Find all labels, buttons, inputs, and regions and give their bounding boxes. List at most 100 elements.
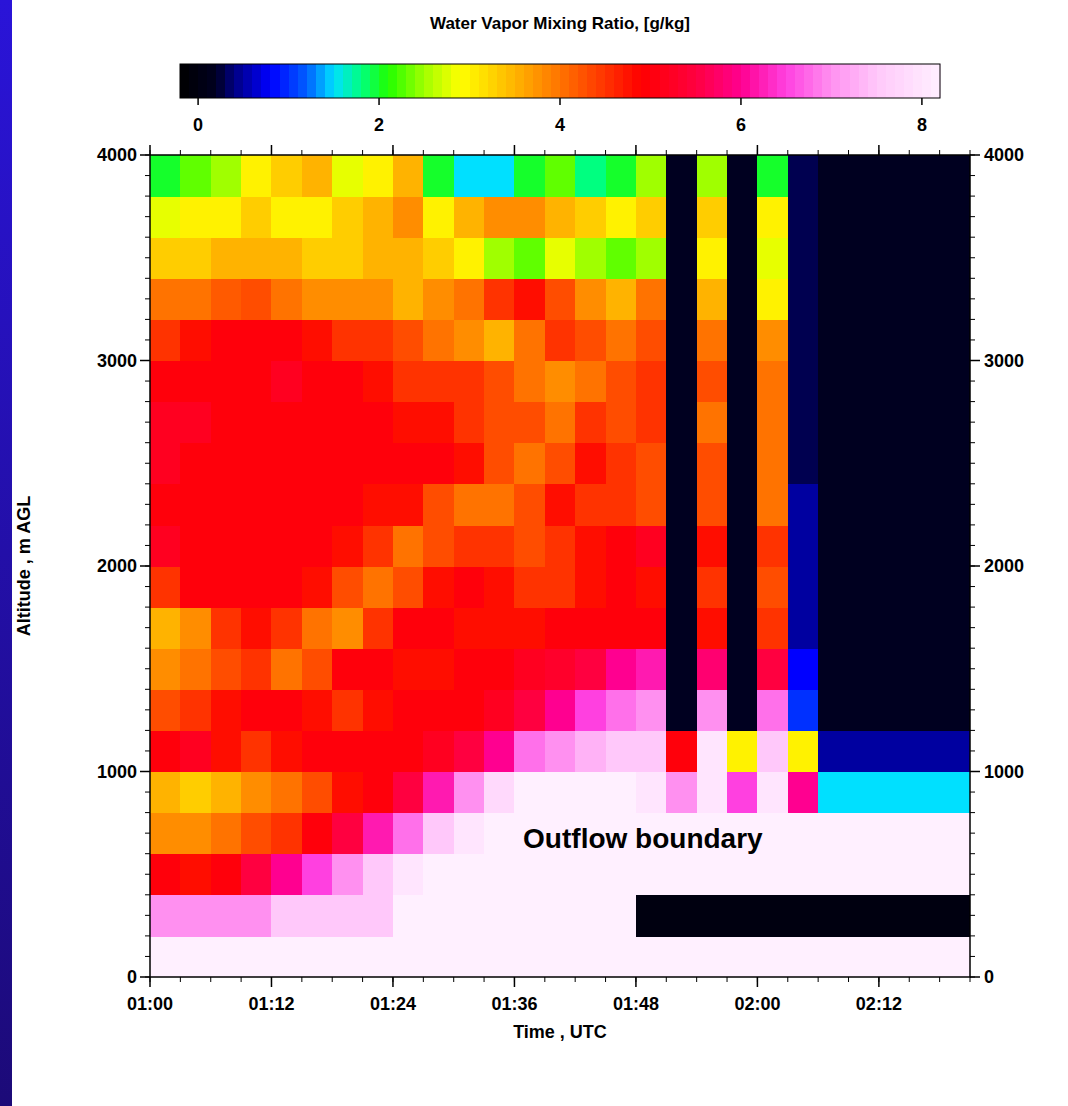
y-minor-tick-right (970, 750, 975, 751)
cell (849, 196, 880, 238)
cell (211, 278, 242, 320)
cell (636, 278, 667, 320)
cell (545, 566, 576, 608)
colorbar-swatch (840, 64, 850, 98)
y-minor-tick-right (970, 155, 975, 156)
cell (940, 813, 970, 855)
cell (727, 484, 758, 526)
cell (909, 319, 940, 361)
y-minor-tick (145, 792, 150, 793)
cell (818, 484, 849, 526)
cell (211, 196, 242, 238)
cell (241, 319, 272, 361)
cell (788, 443, 819, 485)
cell (363, 484, 394, 526)
cell (180, 196, 211, 238)
x-tick (392, 977, 394, 987)
cell (757, 361, 788, 403)
x-minor-tick (241, 977, 242, 982)
cell (514, 730, 545, 772)
cell (393, 278, 424, 320)
cell (849, 484, 880, 526)
cell (545, 361, 576, 403)
cell (909, 566, 940, 608)
cell (636, 525, 667, 567)
cell (940, 607, 970, 649)
cell (363, 730, 394, 772)
cell (211, 730, 242, 772)
cell (909, 689, 940, 731)
y-minor-tick (145, 442, 150, 443)
cell (302, 566, 333, 608)
cell (484, 319, 515, 361)
y-tick-label: 2000 (97, 556, 137, 576)
cell (575, 525, 606, 567)
cell (545, 443, 576, 485)
cell (606, 854, 637, 896)
y-minor-tick (145, 668, 150, 669)
cell (575, 278, 606, 320)
cell (423, 155, 454, 197)
colorbar-tick (559, 98, 561, 105)
x-minor-tick (757, 977, 758, 982)
x-minor-tick-top (484, 150, 485, 155)
cell (393, 730, 424, 772)
cell (606, 772, 637, 814)
cell (818, 566, 849, 608)
cell (302, 689, 333, 731)
cell (727, 895, 758, 937)
cell (818, 730, 849, 772)
cell (606, 278, 637, 320)
cell (879, 278, 910, 320)
cell (879, 196, 910, 238)
y-minor-tick (145, 381, 150, 382)
cell (545, 689, 576, 731)
cell (727, 443, 758, 485)
cell (241, 895, 272, 937)
cell (302, 361, 333, 403)
colorbar-swatch (334, 64, 344, 98)
colorbar-swatch (732, 64, 742, 98)
cell (727, 566, 758, 608)
colorbar-swatch (623, 64, 633, 98)
cell (423, 196, 454, 238)
cell (909, 278, 940, 320)
cell (727, 730, 758, 772)
colorbar-swatch (497, 64, 507, 98)
x-minor-tick-top (848, 150, 849, 155)
cell (697, 402, 728, 444)
colorbar-swatch (189, 64, 199, 98)
cell (423, 895, 454, 937)
colorbar-swatch (714, 64, 724, 98)
x-minor-tick (878, 977, 879, 982)
y-minor-tick (145, 175, 150, 176)
cell (940, 854, 970, 896)
x-minor-tick (909, 977, 910, 982)
colorbar-swatch (650, 64, 660, 98)
cell (818, 813, 849, 855)
cell (757, 319, 788, 361)
cell (909, 895, 940, 937)
cell (302, 607, 333, 649)
cell (788, 319, 819, 361)
cell (636, 155, 667, 197)
cell (454, 319, 485, 361)
cell (697, 772, 728, 814)
y-minor-tick (145, 956, 150, 957)
colorbar-swatch (433, 64, 443, 98)
colorbar-swatch (361, 64, 371, 98)
cell (241, 689, 272, 731)
cell (332, 772, 363, 814)
cell (514, 443, 545, 485)
cell (879, 402, 910, 444)
cell (393, 237, 424, 279)
cell (180, 402, 211, 444)
y-minor-tick-right (970, 915, 975, 916)
cell (575, 854, 606, 896)
colorbar-swatch (479, 64, 489, 98)
colorbar-swatch (289, 64, 299, 98)
y-minor-tick (145, 935, 150, 936)
cell (484, 196, 515, 238)
annotation: Outflow boundary (523, 823, 763, 854)
cell (697, 237, 728, 279)
